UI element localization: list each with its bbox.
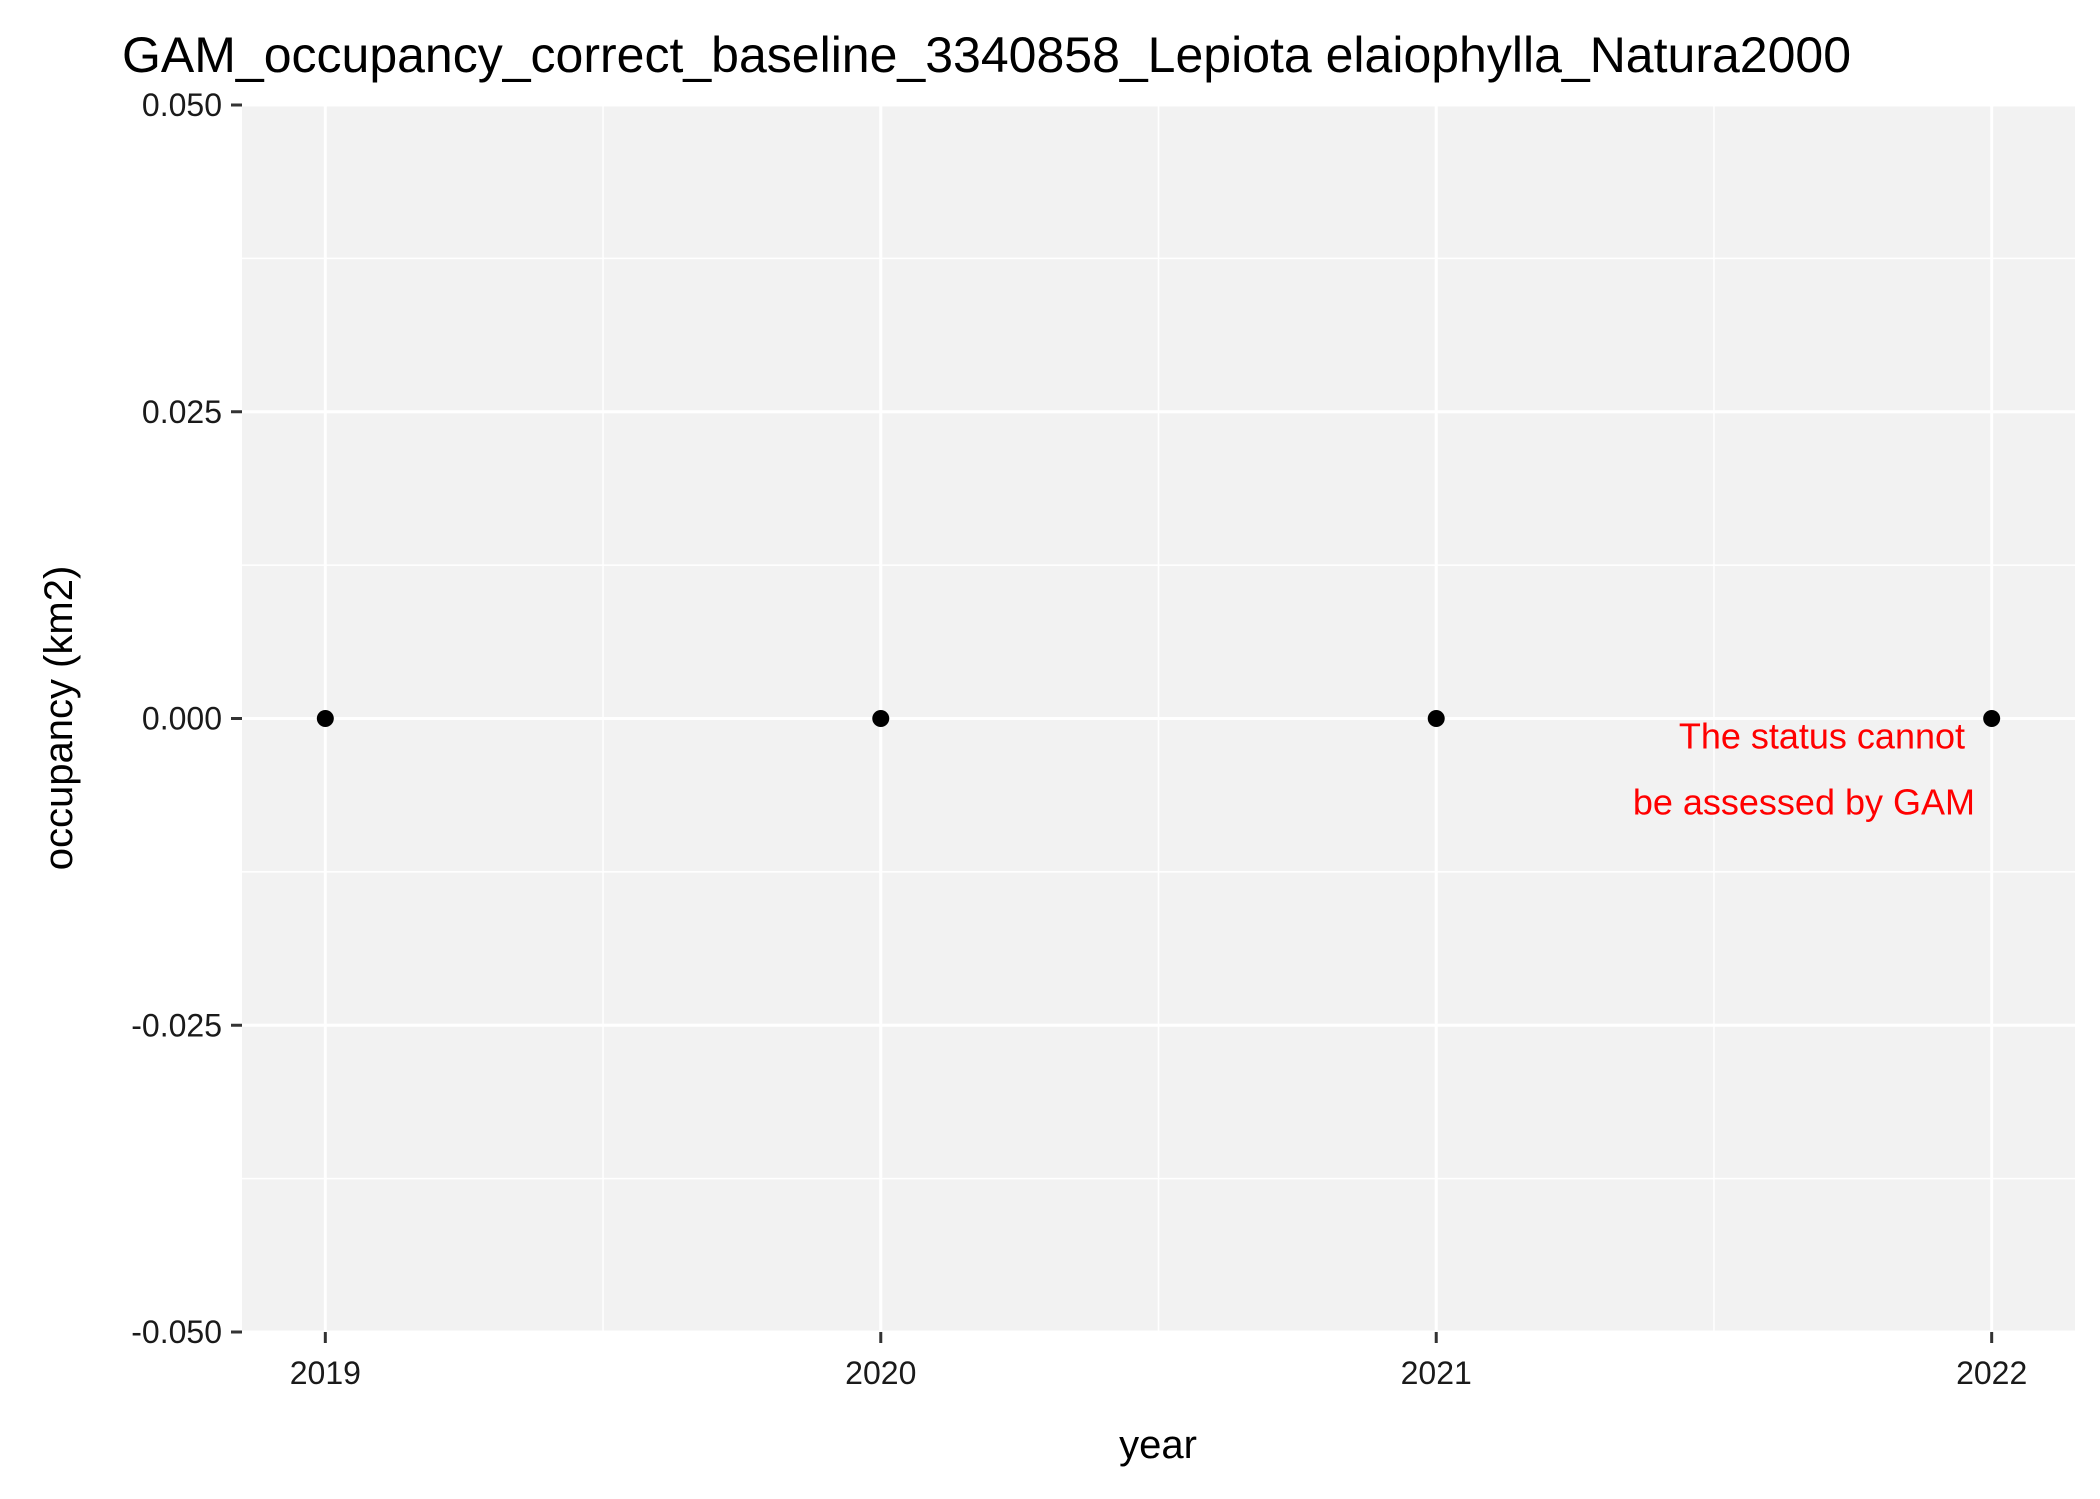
x-tick-label: 2020 xyxy=(845,1355,916,1391)
x-tick-label: 2021 xyxy=(1401,1355,1472,1391)
x-axis-title: year xyxy=(1119,1423,1197,1467)
data-point xyxy=(1983,710,2001,727)
y-tick-label: 0.050 xyxy=(142,87,222,123)
y-tick-label: -0.050 xyxy=(131,1314,222,1350)
data-points xyxy=(316,710,2001,727)
x-tick-label: 2022 xyxy=(1956,1355,2027,1391)
y-tick-label: 0.025 xyxy=(142,394,222,430)
data-point xyxy=(1427,710,1445,727)
data-point xyxy=(872,710,890,727)
x-tick-label: 2019 xyxy=(290,1355,361,1391)
annotation-line-1: The status cannot xyxy=(1679,716,1965,757)
annotation-line-2: be assessed by GAM xyxy=(1633,782,1975,823)
y-axis: -0.050 -0.025 0.000 0.025 0.050 xyxy=(131,87,242,1350)
y-tick-label: 0.000 xyxy=(142,701,222,737)
y-axis-title: occupancy (km2) xyxy=(37,566,81,871)
y-tick-label: -0.025 xyxy=(131,1007,222,1043)
data-point xyxy=(316,710,334,727)
chart-title: GAM_occupancy_correct_baseline_3340858_L… xyxy=(122,27,1851,83)
x-axis: 2019 2020 2021 2022 xyxy=(290,1332,2027,1391)
